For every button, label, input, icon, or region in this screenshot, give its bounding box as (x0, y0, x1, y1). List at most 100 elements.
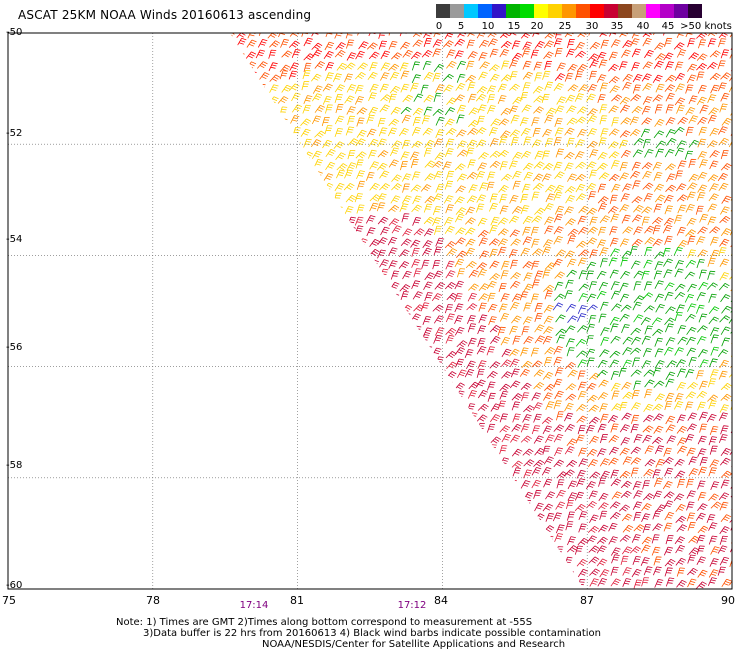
wind-barb (534, 312, 543, 323)
wind-barb (277, 96, 289, 104)
wind-barb (322, 96, 332, 105)
wind-barb (608, 446, 619, 455)
wind-barb (654, 478, 663, 487)
wind-barb (708, 535, 718, 545)
wind-barb (673, 42, 685, 50)
wind-barb (598, 59, 608, 69)
wind-barb (520, 382, 532, 390)
wind-barb (698, 126, 708, 136)
wind-barb (619, 424, 630, 433)
wind-barb (651, 534, 660, 544)
wind-barb (530, 49, 539, 59)
wind-barb (611, 491, 622, 500)
wind-barb (542, 150, 550, 160)
wind-barb (576, 559, 588, 567)
wind-barb (468, 381, 480, 390)
wind-barb (410, 51, 422, 60)
wind-barb (688, 52, 699, 60)
wind-barb (487, 94, 496, 104)
wind-barb (662, 457, 674, 465)
wind-barb (443, 217, 454, 226)
wind-barb (565, 195, 576, 204)
wind-barb (534, 302, 543, 313)
wind-barb (456, 369, 467, 378)
wind-barb (465, 247, 475, 257)
wind-barb (633, 204, 644, 213)
wind-barb (677, 160, 687, 170)
wind-barb (553, 400, 562, 410)
wind-barb (596, 51, 607, 61)
wind-barb (400, 83, 410, 93)
wind-barb (445, 204, 454, 214)
wind-barb (652, 74, 663, 84)
wind-barb (696, 53, 708, 61)
wind-barb (611, 390, 620, 400)
wind-barb (533, 489, 542, 499)
wind-barb (443, 40, 454, 48)
color-scale-label: 10 (481, 21, 495, 32)
wind-barb (531, 392, 542, 401)
lon-label: 84 (434, 594, 448, 607)
wind-barb (567, 235, 576, 245)
wind-barb (543, 456, 554, 465)
wind-barb (468, 107, 479, 116)
wind-barb (619, 96, 631, 105)
wind-barb (652, 328, 664, 336)
wind-barb (523, 469, 532, 479)
wind-barb (685, 84, 694, 94)
wind-barb (434, 225, 442, 235)
wind-barb (510, 238, 522, 247)
wind-barb (522, 236, 533, 245)
time-label: 17:14 (239, 600, 269, 611)
wind-barb (322, 83, 333, 92)
wind-barb (465, 74, 476, 83)
wind-barb (446, 292, 458, 301)
wind-barb (333, 141, 345, 149)
wind-barb (665, 74, 677, 83)
wind-barb (643, 566, 653, 576)
wind-barb (607, 206, 619, 214)
wind-barb (644, 281, 653, 291)
wind-barb (597, 183, 607, 193)
wind-barb (663, 347, 674, 356)
wind-barb (709, 160, 719, 170)
wind-barb (597, 359, 608, 369)
wind-barb (674, 260, 684, 269)
wind-barb (421, 259, 430, 269)
wind-barb (413, 268, 422, 278)
wind-barb (699, 159, 708, 169)
wind-barb (511, 40, 521, 50)
wind-barb (640, 544, 651, 554)
wind-barb (718, 283, 730, 291)
wind-barb (511, 401, 521, 411)
wind-barb (519, 368, 530, 377)
wind-barb (432, 217, 442, 226)
wind-barb (368, 149, 377, 159)
wind-barb (499, 194, 508, 204)
wind-barb (588, 191, 597, 201)
wind-barb (608, 522, 618, 532)
wind-barb (631, 238, 643, 247)
wind-barb (719, 258, 730, 267)
color-scale-swatch (492, 4, 506, 18)
wind-barb (589, 568, 601, 576)
wind-barb (544, 347, 555, 355)
wind-barb (310, 73, 322, 82)
wind-barb (567, 84, 579, 92)
wind-barb (476, 368, 485, 378)
wind-barb (696, 304, 705, 314)
color-scale-swatch (436, 4, 450, 18)
wind-barb (456, 250, 467, 258)
wind-barb (721, 337, 731, 347)
wind-barb (303, 53, 315, 61)
wind-barb (575, 338, 587, 347)
wind-barb (709, 72, 721, 81)
wind-barb (709, 445, 718, 455)
wind-barb (279, 106, 288, 116)
wind-barb (652, 436, 663, 444)
wind-barb (578, 458, 588, 467)
wind-barb (498, 118, 510, 126)
wind-barb (586, 304, 598, 312)
wind-barb (487, 171, 496, 181)
wind-barb (291, 104, 303, 113)
